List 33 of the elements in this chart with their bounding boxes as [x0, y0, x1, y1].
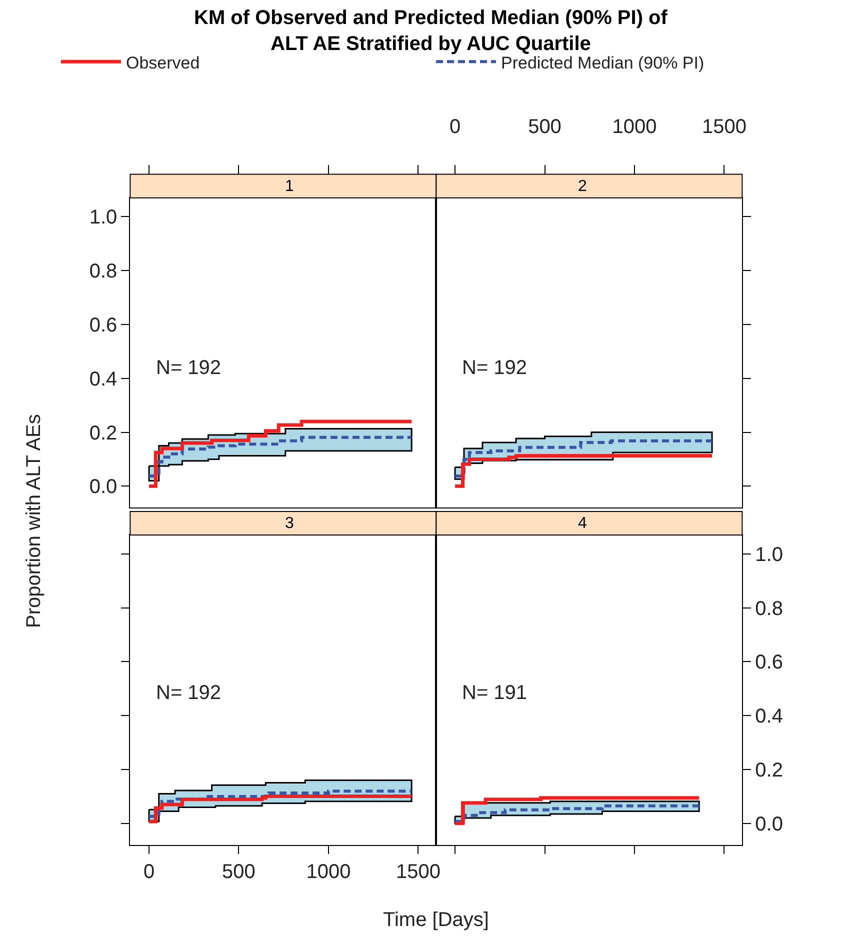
x-axis-title: Time [Days]	[383, 909, 489, 931]
legend-label: Observed	[126, 53, 200, 72]
chart-title: KM of Observed and Predicted Median (90% PI) of ALT AE Stratified by AUC Quartile	[194, 7, 668, 55]
x-tick-label: 500	[528, 116, 562, 138]
legend-label: Predicted Median (90% PI)	[501, 53, 704, 72]
chart-subtitle: 3	[285, 515, 294, 532]
x-tick-label: 1500	[702, 116, 746, 138]
y-tick-label: 0.8	[89, 260, 118, 283]
y-tick-label: 0.0	[89, 476, 118, 498]
y-tick-label: 0.2	[89, 422, 118, 444]
y-tick-label: 0.2	[755, 760, 783, 782]
y-tick-label: 1.0	[755, 544, 783, 566]
annotation: N= 192	[156, 682, 222, 704]
annotation: N= 192	[156, 357, 222, 379]
y-tick-label: 1.0	[89, 206, 118, 229]
chart-subtitle: 1	[285, 178, 294, 195]
x-tick-label: 1000	[612, 116, 657, 138]
y-tick-label: 0.6	[755, 652, 783, 674]
x-tick-label: 0	[143, 860, 155, 883]
x-tick-label: 1000	[306, 860, 351, 883]
x-tick-label: 1500	[396, 860, 440, 883]
y-tick-label: 0.6	[89, 314, 118, 336]
annotation: N= 191	[462, 682, 528, 704]
x-tick-label: 0	[449, 116, 461, 138]
y-axis-title: Proportion with ALT AEs	[23, 414, 46, 628]
y-tick-label: 0.4	[89, 368, 118, 390]
annotation: N= 192	[462, 357, 528, 379]
chart-subtitle: 2	[578, 178, 587, 195]
x-tick-label: 500	[222, 860, 256, 883]
y-tick-label: 0.8	[755, 598, 783, 620]
y-tick-label: 0.4	[755, 706, 783, 728]
y-tick-label: 0.0	[755, 813, 783, 836]
chart-subtitle: 4	[578, 515, 587, 532]
